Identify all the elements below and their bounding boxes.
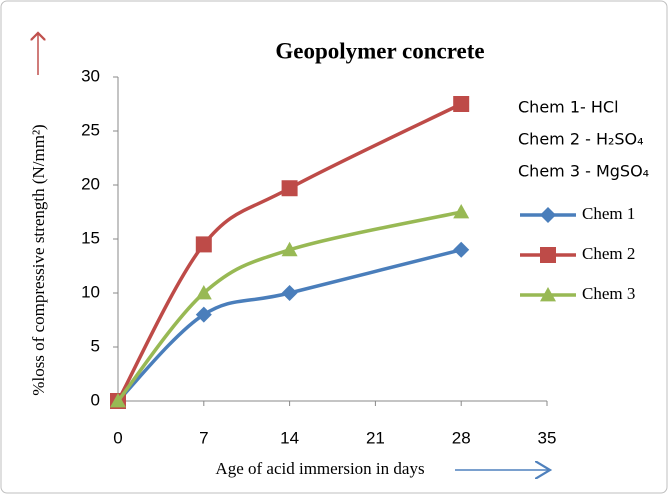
x-tick-label: 21	[366, 428, 385, 447]
marker	[195, 306, 212, 323]
x-axis-label: Age of acid immersion in days	[215, 459, 424, 478]
annotation: Chem 2 - H₂SO₄	[518, 130, 644, 149]
marker	[453, 96, 470, 112]
y-tick-label: 30	[81, 66, 100, 85]
x-tick-label: 35	[538, 428, 557, 447]
x-tick-label: 28	[452, 428, 471, 447]
y-tick-label: 0	[91, 390, 100, 409]
marker	[110, 393, 126, 408]
annotation: Chem 1- HCl	[518, 98, 619, 117]
series-line	[116, 248, 462, 403]
legend-marker	[540, 287, 556, 302]
series-line	[116, 210, 462, 403]
marker	[281, 241, 298, 257]
x-tick-label: 0	[113, 428, 122, 447]
marker	[195, 236, 212, 253]
x-tick-label: 14	[280, 428, 299, 447]
y-axis-label: %loss of compressive strength (N/mm²)	[29, 124, 48, 395]
legend-label: Chem 2	[582, 244, 635, 263]
y-tick-label: 10	[81, 282, 100, 301]
legend-label: Chem 3	[582, 284, 635, 303]
marker	[281, 285, 298, 301]
y-tick-label: 5	[91, 336, 100, 355]
marker	[195, 285, 212, 300]
x-tick-label: 7	[199, 428, 208, 447]
y-tick-label: 20	[81, 174, 100, 193]
marker	[453, 204, 470, 219]
marker	[453, 241, 470, 258]
legend-marker	[540, 247, 556, 263]
annotation: Chem 3 - MgSO₄	[518, 162, 649, 181]
y-tick-label: 25	[81, 120, 100, 139]
chart-title: Geopolymer concrete	[275, 38, 484, 63]
y-tick-label: 15	[81, 228, 100, 247]
legend-label: Chem 1	[582, 204, 635, 223]
marker	[281, 180, 298, 197]
series-line	[116, 102, 462, 402]
legend-marker	[540, 207, 556, 223]
